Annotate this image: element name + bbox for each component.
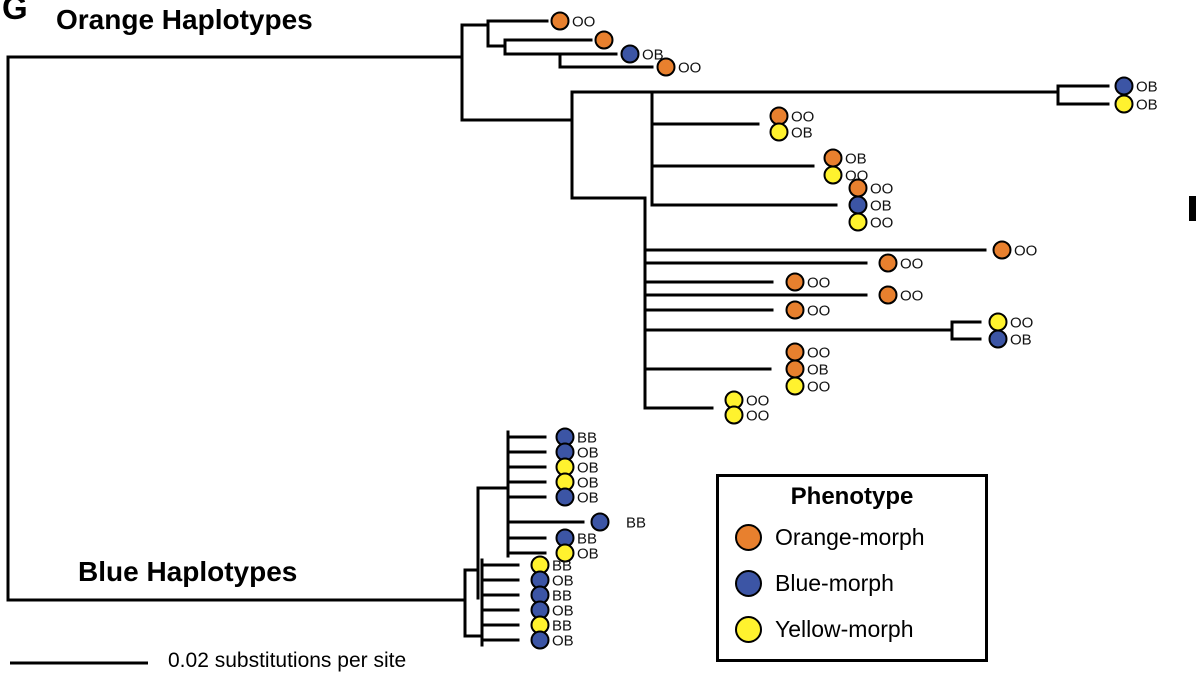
genotype-label: OO [1010, 315, 1033, 332]
phenotype-circle-blue [530, 630, 550, 650]
genotype-label: OB [577, 490, 599, 507]
tip-markers-layer: OOOBOOOBOBOOOBOBOOOOOBOOOOOOOOOOOOOOOBOO… [530, 11, 1158, 650]
orange-morph-swatch-icon [735, 524, 762, 551]
phenotype-circle-orange [785, 272, 805, 292]
phenotype-circle-yellow [769, 122, 789, 142]
genotype-label: OB [1136, 97, 1158, 114]
genotype-label: OB [577, 460, 599, 477]
phenotype-legend: Phenotype Orange-morph Blue-morph Yellow… [716, 474, 988, 662]
legend-row-blue: Blue-morph [719, 567, 985, 600]
phenotype-circle-orange [785, 342, 805, 362]
phenotype-circle-yellow [848, 212, 868, 232]
genotype-label: OO [746, 393, 769, 410]
phenotype-circle-orange [656, 57, 676, 77]
root-branches [6, 55, 467, 602]
genotype-label: OO [791, 109, 814, 126]
legend-label-yellow: Yellow-morph [775, 616, 914, 642]
phenotype-circle-yellow [785, 376, 805, 396]
phenotype-circle-blue [620, 44, 640, 64]
genotype-label: OO [900, 256, 923, 273]
genotype-label: BB [626, 515, 646, 532]
genotype-label: BB [552, 588, 572, 605]
phenotype-circle-orange [992, 240, 1012, 260]
blue-clade-branches [463, 430, 585, 647]
phenotype-circle-orange [785, 300, 805, 320]
genotype-label: OB [642, 47, 664, 64]
phenotype-circle-orange [785, 359, 805, 379]
genotype-label: OO [870, 215, 893, 232]
phenotype-circle-orange [878, 285, 898, 305]
genotype-label: OB [577, 475, 599, 492]
orange-haplotypes-heading: Orange Haplotypes [56, 4, 313, 35]
legend-row-orange: Orange-morph [719, 521, 985, 554]
genotype-label: OO [807, 379, 830, 396]
phenotype-circle-orange [594, 30, 614, 50]
genotype-label: BB [552, 618, 572, 635]
phenotype-circle-blue [1114, 76, 1134, 96]
genotype-label: OO [807, 275, 830, 292]
genotype-label: OB [552, 603, 574, 620]
phenotype-circle-yellow [823, 165, 843, 185]
phenotype-circle-yellow [555, 543, 575, 563]
genotype-label: OB [577, 445, 599, 462]
genotype-label: BB [552, 558, 572, 575]
phenotype-circle-yellow [1114, 94, 1134, 114]
genotype-label: OB [1136, 79, 1158, 96]
phenotype-circle-blue [848, 195, 868, 215]
phenotype-circle-yellow [724, 405, 744, 425]
clipped-next-panel-label [1189, 196, 1196, 221]
genotype-label: BB [577, 430, 597, 447]
legend-row-yellow: Yellow-morph [719, 613, 985, 646]
genotype-label: OB [791, 125, 813, 142]
genotype-label: OO [807, 345, 830, 362]
phenotype-circle-orange [878, 253, 898, 273]
genotype-label: OO [572, 14, 595, 31]
legend-label-blue: Blue-morph [775, 570, 894, 596]
genotype-label: OB [1010, 332, 1032, 349]
genotype-label: OO [807, 303, 830, 320]
legend-label-orange: Orange-morph [775, 524, 925, 550]
genotype-label: OO [746, 408, 769, 425]
phenotype-circle-blue [555, 487, 575, 507]
legend-title: Phenotype [790, 483, 914, 510]
blue-morph-swatch-icon [735, 570, 762, 597]
panel-label: G [2, 0, 28, 26]
phenotype-circle-blue [590, 512, 610, 532]
genotype-label: OO [678, 60, 701, 77]
genotype-label: OB [577, 546, 599, 563]
phenotype-circle-blue [988, 329, 1008, 349]
phenotype-circle-orange [769, 106, 789, 126]
yellow-morph-swatch-icon [735, 616, 762, 643]
genotype-label: OO [1014, 243, 1037, 260]
orange-clade-branches [460, 19, 1110, 410]
phenotype-circle-orange [550, 11, 570, 31]
phenotype-circle-orange [848, 178, 868, 198]
genotype-label: OB [807, 362, 829, 379]
phenotype-circle-yellow [988, 312, 1008, 332]
genotype-label: OB [552, 573, 574, 590]
scale-bar-label: 0.02 substitutions per site [168, 649, 407, 672]
blue-haplotypes-heading: Blue Haplotypes [78, 556, 298, 587]
genotype-label: BB [577, 531, 597, 548]
genotype-label: OB [845, 151, 867, 168]
genotype-label: OO [900, 288, 923, 305]
phenotype-circle-orange [823, 148, 843, 168]
genotype-label: OB [552, 633, 574, 650]
genotype-label: OB [870, 198, 892, 215]
genotype-label: OO [870, 181, 893, 198]
